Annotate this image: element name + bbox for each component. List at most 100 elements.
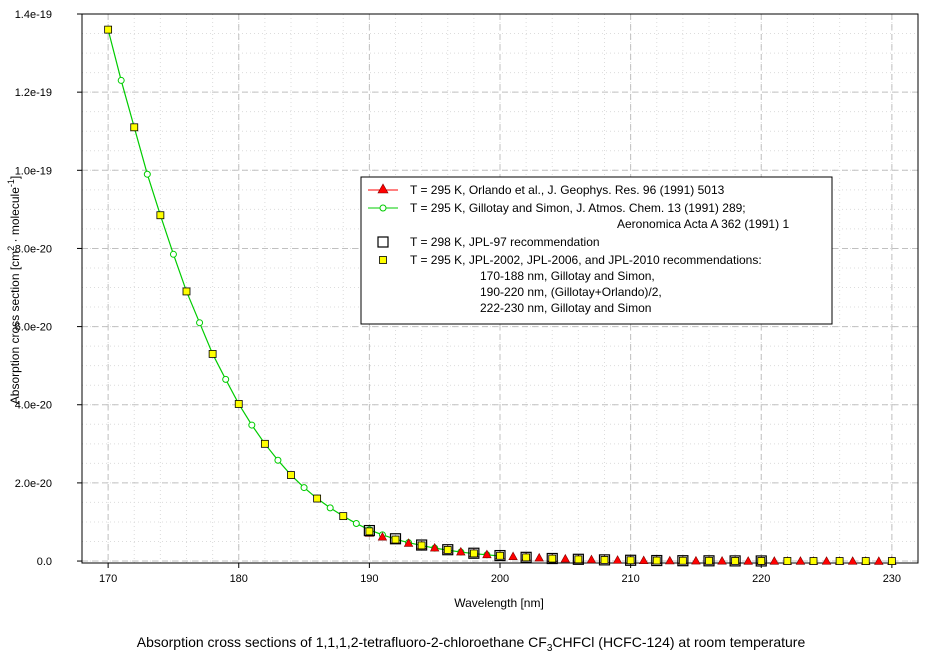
legend-marker-gillotay [379, 204, 387, 212]
jpl97-point [389, 533, 402, 545]
orlando-point [665, 555, 675, 565]
gillotay-point [196, 319, 204, 327]
legend-label-gillotay: T = 295 K, Gillotay and Simon, J. Atmos.… [410, 201, 746, 215]
x-tick-label: 180 [230, 573, 248, 585]
jpl2002-point [783, 557, 792, 565]
gillotay-point [326, 504, 334, 512]
jpl2002-point [182, 287, 191, 296]
jpl2002-point [469, 549, 478, 558]
orlando-point [847, 556, 858, 565]
jpl2002-point [835, 557, 844, 565]
jpl97-point [546, 552, 558, 565]
chart-caption: Absorption cross sections of 1,1,1,2-tet… [136, 634, 806, 654]
orlando-point [560, 553, 571, 563]
orlando-point [456, 546, 466, 556]
jpl97-point [363, 524, 375, 537]
series-layer [104, 25, 897, 567]
jpl97-point [494, 549, 506, 562]
y-tick-label: 1.2e-19 [15, 87, 52, 99]
jpl2002-point [417, 541, 426, 550]
jpl2002-point [156, 211, 165, 220]
x-tick-label: 220 [752, 573, 770, 585]
jpl97-point [677, 555, 689, 567]
jpl2002-point [443, 546, 452, 554]
jpl2002-point [208, 350, 217, 358]
jpl2002-point [548, 554, 557, 563]
legend-box [360, 176, 833, 325]
legend-label-gillotay-line2: Aeronomica Acta A 362 (1991) 1 [617, 217, 789, 231]
jpl97-point [468, 547, 480, 559]
jpl2002-point [861, 557, 870, 565]
orlando-point [612, 555, 623, 564]
y-tick-label: 1.0e-19 [15, 165, 52, 177]
orlando-point [482, 549, 492, 559]
jpl97-point [703, 555, 715, 567]
x-tick-label: 200 [491, 573, 509, 585]
orlando-point [377, 532, 388, 541]
y-tick-label: 0.0 [37, 556, 52, 568]
jpl97-point [651, 554, 663, 567]
y-tick-label: 6.0e-20 [15, 322, 52, 334]
jpl97-point [572, 553, 584, 565]
jpl2002-point [130, 123, 139, 132]
orlando-point [638, 555, 649, 565]
orlando-point [795, 556, 806, 565]
jpl2002-point [757, 557, 766, 565]
x-axis-label: Wavelength [nm] [454, 596, 544, 610]
gillotay-point [222, 375, 230, 383]
x-tick-label: 230 [883, 573, 901, 585]
legend-label-orlando: T = 295 K, Orlando et al., J. Geophys. R… [410, 183, 725, 197]
gillotay-point [117, 76, 125, 84]
jpl2002-point [600, 556, 609, 564]
jpl2002-point [313, 494, 322, 503]
y-tick-label: 8.0e-20 [15, 243, 52, 255]
jpl97-point [598, 554, 611, 566]
y-tick-label: 4.0e-20 [15, 400, 52, 412]
orlando-point [717, 556, 727, 565]
gillotay-point [300, 484, 308, 492]
x-tick-label: 170 [99, 573, 117, 585]
jpl97-point [625, 554, 637, 566]
gillotay-point [352, 520, 360, 528]
legend-marker-jpl2002 [379, 256, 387, 264]
x-tick-label: 210 [621, 573, 639, 585]
legend-label-jpl2002: T = 295 K, JPL-2002, JPL-2006, and JPL-2… [410, 253, 762, 267]
orlando-point [429, 542, 440, 552]
jpl2002-point [678, 556, 687, 565]
jpl2002-point [705, 556, 713, 565]
jpl97-point [729, 555, 741, 567]
jpl2002-point [260, 439, 269, 448]
legend-marker-orlando [377, 183, 389, 194]
y-tick-label: 2.0e-20 [15, 478, 52, 490]
jpl2002-point [887, 557, 896, 565]
jpl2002-point [365, 527, 374, 536]
orlando-point [821, 556, 832, 565]
gillotay-point [169, 250, 177, 258]
orlando-point [743, 556, 753, 565]
gillotay-point [274, 456, 282, 464]
orlando-point [403, 538, 414, 547]
legend-label-jpl97: T = 298 K, JPL-97 recommendation [410, 235, 600, 249]
orlando-point [769, 556, 780, 565]
legend-label-jpl2002-line3: 190-220 nm, (Gillotay+Orlando)/2, [480, 285, 662, 299]
legend-label-jpl2002-line4: 222-230 nm, Gillotay and Simon [480, 301, 651, 315]
jpl2002-point [626, 556, 635, 565]
jpl97-point [442, 544, 454, 556]
jpl2002-point [574, 555, 583, 564]
orlando-point [534, 552, 544, 562]
jpl2002-point [104, 25, 113, 34]
jpl97-point [755, 555, 767, 567]
orlando-point [874, 556, 884, 565]
orlando-point [508, 551, 518, 561]
jpl2002-point [731, 556, 740, 565]
jpl2002-point [339, 512, 348, 521]
jpl97-point [520, 551, 532, 563]
x-tick-label: 190 [360, 573, 378, 585]
jpl2002-point [522, 553, 531, 562]
y-tick-label: 1.4e-19 [15, 9, 52, 21]
ticks: 170 180 190 200 210 220 230 0.0 2.0e-20 4.0e-20 6.… [15, 9, 901, 585]
legend-marker-jpl97 [377, 236, 389, 248]
jpl2002-point [391, 535, 400, 544]
orlando-point [691, 555, 701, 565]
